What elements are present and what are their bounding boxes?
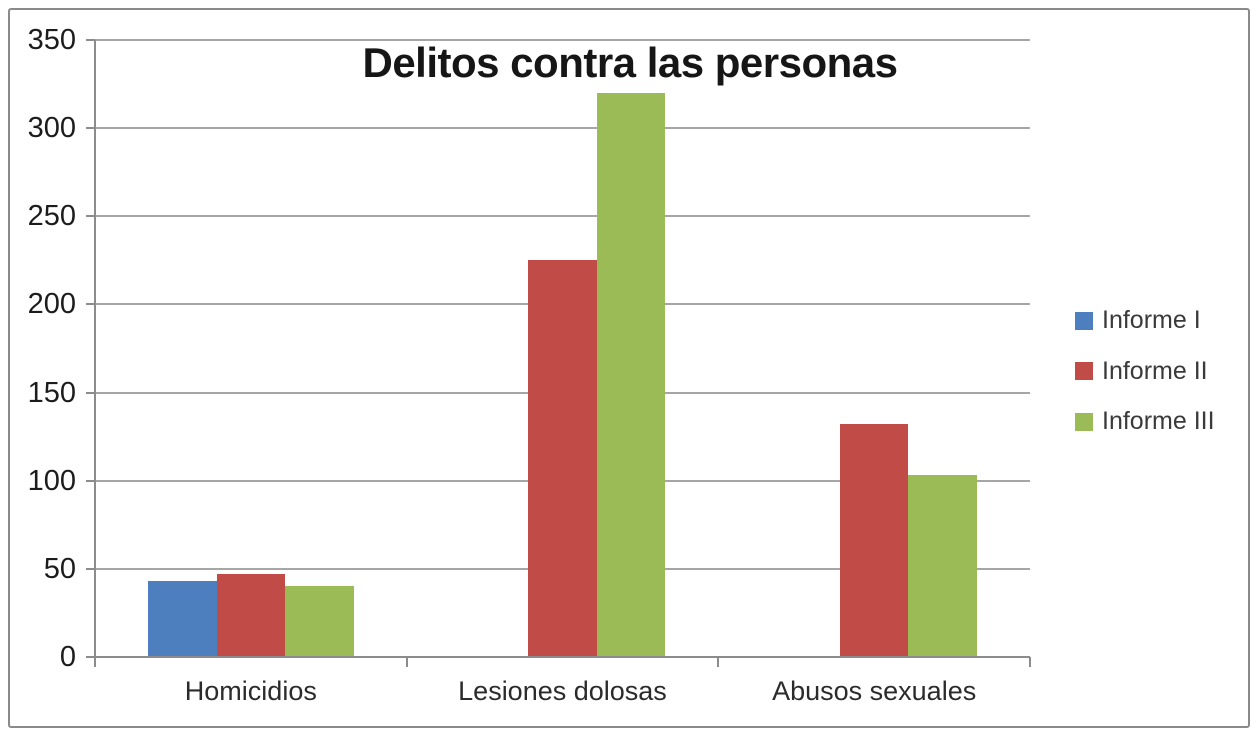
y-axis-label: 250 [27,200,76,233]
y-axis-tick [86,303,95,306]
legend-item: Informe II [1075,357,1208,386]
x-axis-label: Homicidios [184,676,317,706]
legend-swatch [1075,412,1093,431]
x-axis-label: Abusos sexuales [772,676,977,706]
y-axis-tick [86,656,95,658]
bar-informe-i-homicidios [148,581,217,657]
chart-title: Delitos contra las personas [362,39,898,86]
legend-label: Informe II [1102,356,1208,385]
x-axis-tick [717,657,720,667]
bar-informe-iii-abusos-sexuales [908,475,977,657]
y-axis-tick [86,39,95,41]
gridline [95,39,1030,41]
x-axis-label: Lesiones dolosas [458,676,667,706]
y-axis-tick [86,127,95,130]
gridline [95,215,1030,218]
y-axis-tick [86,215,95,218]
y-axis-line [94,40,96,667]
bar-informe-iii-lesiones-dolosas [596,92,666,657]
x-axis-tick [1029,657,1031,667]
y-axis-tick [86,567,95,570]
y-axis-label: 350 [27,24,76,56]
legend-item: Informe I [1075,306,1201,335]
x-axis-line [95,656,1030,658]
y-axis-tick [86,479,95,482]
legend-item: Informe III [1075,407,1215,436]
gridline [95,127,1030,130]
y-axis-label: 100 [27,464,76,497]
y-axis-label: 0 [59,641,76,673]
y-axis-label: 150 [27,376,76,409]
x-axis-tick [405,657,408,667]
y-axis-label: 300 [27,112,76,145]
legend-label: Informe III [1102,407,1215,435]
bar-informe-ii-homicidios [216,574,286,657]
legend-swatch [1075,362,1093,380]
bar-informe-ii-abusos-sexuales [839,424,909,657]
chart-frame-border [8,8,1250,728]
bar-informe-ii-lesiones-dolosas [528,260,597,657]
y-axis-label: 50 [43,552,76,585]
bar-informe-iii-homicidios [285,586,354,657]
y-axis-tick [86,391,95,394]
legend-label: Informe I [1102,306,1201,334]
y-axis-label: 200 [27,288,76,321]
legend-swatch [1075,311,1093,330]
